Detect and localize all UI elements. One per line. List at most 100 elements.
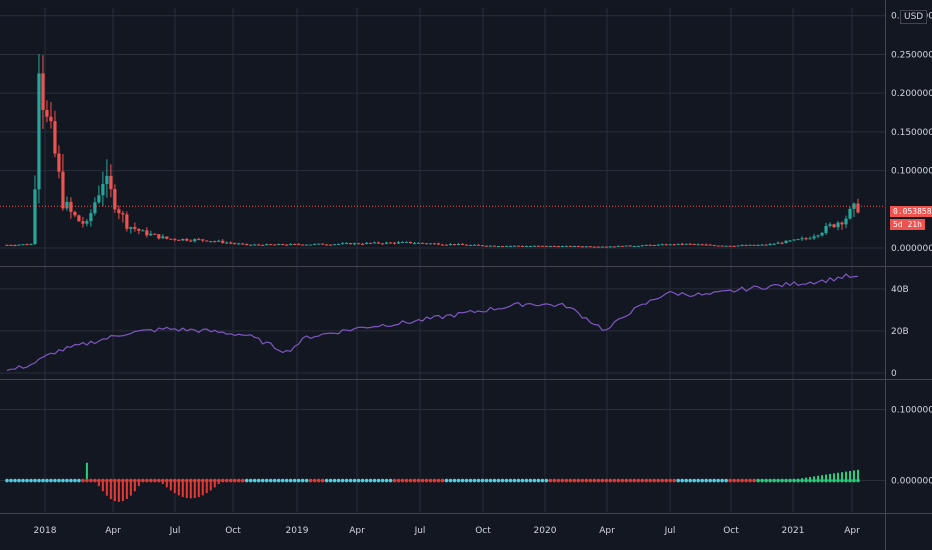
hist-dot xyxy=(129,478,133,483)
candle-body xyxy=(732,245,736,247)
hist-dot xyxy=(73,478,77,483)
hist-dot xyxy=(644,478,649,483)
candle-body xyxy=(664,244,668,246)
candle-body xyxy=(185,238,189,241)
hist-dot xyxy=(169,478,173,483)
candle-body xyxy=(348,243,353,245)
time-axis-label: 2018 xyxy=(34,526,57,536)
candle-body xyxy=(660,244,664,246)
hist-dot xyxy=(312,478,317,483)
line-axis-label: 20B xyxy=(891,327,909,337)
candle-body xyxy=(560,246,564,248)
candle-body xyxy=(325,244,329,246)
hist-bar xyxy=(137,480,140,487)
hist-dot xyxy=(256,478,261,483)
candle-body xyxy=(297,244,301,246)
candle-body xyxy=(600,246,604,248)
hist-dot xyxy=(300,478,305,483)
hist-dot xyxy=(17,478,21,483)
candle-body xyxy=(640,245,644,247)
hist-dot xyxy=(592,478,597,483)
hist-dot xyxy=(504,478,509,483)
candle-body xyxy=(257,244,261,246)
hist-bar xyxy=(181,480,184,497)
candle-body xyxy=(69,201,73,212)
hist-dot xyxy=(428,478,433,483)
hist-bar xyxy=(857,469,859,481)
hist-dot xyxy=(165,478,169,483)
hist-dot xyxy=(192,478,197,483)
candle-body xyxy=(137,228,141,231)
candle-body xyxy=(25,244,29,246)
hist-dot xyxy=(125,478,129,483)
hist-dot xyxy=(292,478,297,483)
hist-bar xyxy=(829,473,832,481)
candle-body xyxy=(720,245,724,247)
hist-dot xyxy=(728,478,732,483)
hist-dot xyxy=(828,478,832,483)
candle-body xyxy=(500,246,505,248)
candle-body xyxy=(692,244,696,246)
candle-body xyxy=(636,245,640,247)
hist-dot xyxy=(804,478,808,483)
hist-dot xyxy=(176,478,181,483)
hist-dot xyxy=(596,478,601,483)
hist-dot xyxy=(9,478,13,483)
hist-dot xyxy=(236,478,241,483)
hist-dot xyxy=(500,478,505,483)
hist-bar xyxy=(845,471,848,481)
hist-bar xyxy=(849,470,852,481)
candle-body xyxy=(109,175,113,190)
hist-dot xyxy=(612,478,617,483)
hist-dot xyxy=(544,478,549,483)
currency-label[interactable]: USD xyxy=(900,10,928,24)
hist-dot xyxy=(308,478,313,483)
candle-body xyxy=(764,244,768,246)
hist-dot xyxy=(141,478,145,483)
candle-body xyxy=(672,244,676,246)
candle-body xyxy=(716,245,720,247)
candle-body xyxy=(356,243,361,245)
hist-dot xyxy=(604,478,609,483)
candle-body xyxy=(321,243,325,245)
candle-body xyxy=(197,239,201,241)
hist-dot xyxy=(632,478,637,483)
candle-body xyxy=(345,243,349,245)
candle-body xyxy=(812,236,816,239)
hist-dot xyxy=(560,478,565,483)
hist-dot xyxy=(388,478,393,483)
candle-body xyxy=(480,245,485,247)
hist-dot xyxy=(268,478,273,483)
candle-body xyxy=(9,244,13,246)
hist-dot xyxy=(772,478,776,483)
hist-dot xyxy=(360,478,365,483)
hist-dot xyxy=(200,478,205,483)
candle-body xyxy=(852,203,856,209)
candle-body xyxy=(772,243,776,245)
time-axis-label: Jul xyxy=(664,526,676,536)
hist-dot xyxy=(588,478,593,483)
time-axis-label: Jul xyxy=(169,526,181,536)
price-axis-label: 0.10000000 xyxy=(891,167,932,177)
hist-bar xyxy=(177,480,180,496)
hist-dot xyxy=(13,478,17,483)
hist-dot xyxy=(668,478,673,483)
candle-body xyxy=(37,73,41,190)
hist-dot xyxy=(420,478,425,483)
hist-axis-label: 0.10000000 xyxy=(891,405,932,415)
price-timer-tag: 5d 21h xyxy=(890,219,925,230)
hist-dot xyxy=(324,478,329,483)
candle-body xyxy=(105,175,109,184)
candle-body xyxy=(29,244,33,246)
candle-body xyxy=(89,213,93,222)
hist-bar xyxy=(133,480,136,492)
hist-dot xyxy=(173,478,177,483)
candle-body xyxy=(113,189,117,210)
candle-body xyxy=(209,241,213,243)
hist-dot xyxy=(580,478,585,483)
candle-body xyxy=(396,242,401,244)
candle-body xyxy=(440,244,445,246)
candle-body xyxy=(229,242,233,244)
hist-dot xyxy=(824,478,828,483)
